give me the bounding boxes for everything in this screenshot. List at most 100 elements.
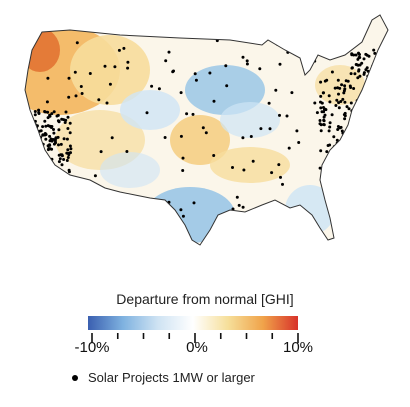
tick-label-max: 10% [282, 339, 314, 356]
solar-project-dot [331, 152, 334, 155]
solar-project-dot [354, 109, 357, 113]
solar-project-dot [37, 154, 41, 158]
solar-project-dot [349, 86, 353, 89]
solar-project-dot [68, 131, 72, 135]
solar-project-dot [357, 56, 361, 59]
solar-project-dot [335, 138, 339, 142]
solar-project-dot [99, 150, 103, 154]
solar-project-dot [56, 197, 60, 201]
solar-project-dot [330, 168, 334, 172]
solar-project-dot [343, 111, 347, 115]
solar-project-dot [242, 168, 246, 172]
solar-project-dot [65, 159, 69, 162]
solar-project-dot [37, 111, 41, 115]
solar-project-dot [67, 170, 71, 174]
solar-project-dot [73, 70, 77, 74]
solar-project-dot [352, 168, 356, 171]
solar-project-dot [32, 137, 36, 141]
solar-project-dot [258, 67, 262, 71]
solar-project-dot [323, 107, 327, 111]
solar-project-dot [41, 149, 45, 153]
solar-project-dot [341, 97, 345, 101]
solar-project-dot [48, 160, 52, 164]
solar-project-dot [349, 140, 353, 144]
solar-project-dot [30, 133, 34, 137]
solar-project-dot [41, 125, 45, 129]
solar-project-dot [287, 146, 291, 150]
solar-project-dot [354, 139, 358, 142]
solar-project-dot [339, 100, 343, 103]
solar-project-dot [54, 176, 57, 179]
solar-project-dot [181, 214, 185, 218]
solar-project-dot [60, 163, 64, 167]
solar-project-dot [181, 156, 185, 160]
colorbar [88, 316, 298, 330]
solar-project-dot [325, 150, 329, 154]
solar-project-dot [67, 95, 71, 99]
solar-project-dot [68, 178, 72, 182]
solar-project-dot [33, 133, 37, 137]
solar-project-dot [333, 161, 337, 165]
solar-project-dot [342, 138, 345, 141]
solar-project-dot [328, 121, 332, 125]
solar-project-dot [315, 111, 319, 115]
solar-project-dot [319, 149, 323, 153]
solar-project-dot [364, 52, 368, 56]
solar-project-dot [125, 150, 129, 153]
solar-project-dot [357, 158, 361, 162]
solar-project-dot [369, 78, 373, 81]
solar-project-dot [37, 177, 41, 181]
solar-project-dot [50, 112, 54, 116]
solar-project-dot [31, 150, 35, 154]
solar-project-dot [57, 120, 61, 124]
solar-project-dot [372, 48, 376, 52]
solar-project-dot [345, 105, 349, 109]
solar-project-dot [212, 154, 216, 157]
solar-project-dot [277, 163, 281, 167]
solar-project-dot [58, 157, 62, 161]
solar-project-dot [229, 212, 233, 216]
solar-project-dot [224, 64, 228, 68]
solar-project-dot [59, 153, 63, 157]
solar-project-dot [351, 133, 355, 137]
legend-label: Solar Projects 1MW or larger [88, 370, 255, 385]
solar-project-dot [65, 137, 69, 141]
solar-project-dot [64, 110, 68, 114]
solar-project-dot [62, 137, 66, 141]
solar-project-dot [62, 158, 66, 161]
solar-project-dot [54, 136, 58, 140]
solar-project-dot [103, 64, 107, 68]
solar-project-dot [333, 86, 337, 90]
solar-project-dot [66, 174, 69, 178]
solar-project-dot [371, 70, 375, 74]
solar-project-dot [225, 84, 229, 88]
solar-project-dot [320, 101, 324, 105]
solar-project-dot [340, 83, 344, 87]
solar-project-dot [38, 145, 42, 149]
solar-project-dot [46, 148, 50, 152]
solar-project-dot [348, 156, 352, 160]
colorbar-ticks [91, 333, 299, 343]
solar-project-dot [35, 164, 39, 167]
solar-project-dot [63, 121, 67, 124]
solar-project-dot [322, 118, 326, 122]
solar-project-dot [350, 66, 354, 70]
solar-project-dot [353, 72, 357, 76]
solar-project-dot [43, 110, 47, 114]
solar-project-dot [44, 137, 48, 141]
solar-project-dot [357, 150, 361, 154]
solar-project-dot [52, 110, 56, 114]
solar-project-dot [322, 115, 326, 119]
solar-project-dot [332, 39, 336, 43]
solar-project-dot [193, 72, 197, 76]
solar-project-dot [52, 171, 56, 175]
solar-project-dot [67, 76, 71, 80]
solar-project-dot [319, 129, 323, 133]
solar-project-dot [349, 101, 353, 105]
solar-project-dot [369, 77, 373, 81]
solar-project-dot [322, 123, 326, 126]
solar-project-dot [33, 170, 37, 174]
solar-project-dot [297, 141, 301, 144]
solar-project-dot [42, 172, 46, 175]
solar-project-dot [33, 170, 37, 173]
